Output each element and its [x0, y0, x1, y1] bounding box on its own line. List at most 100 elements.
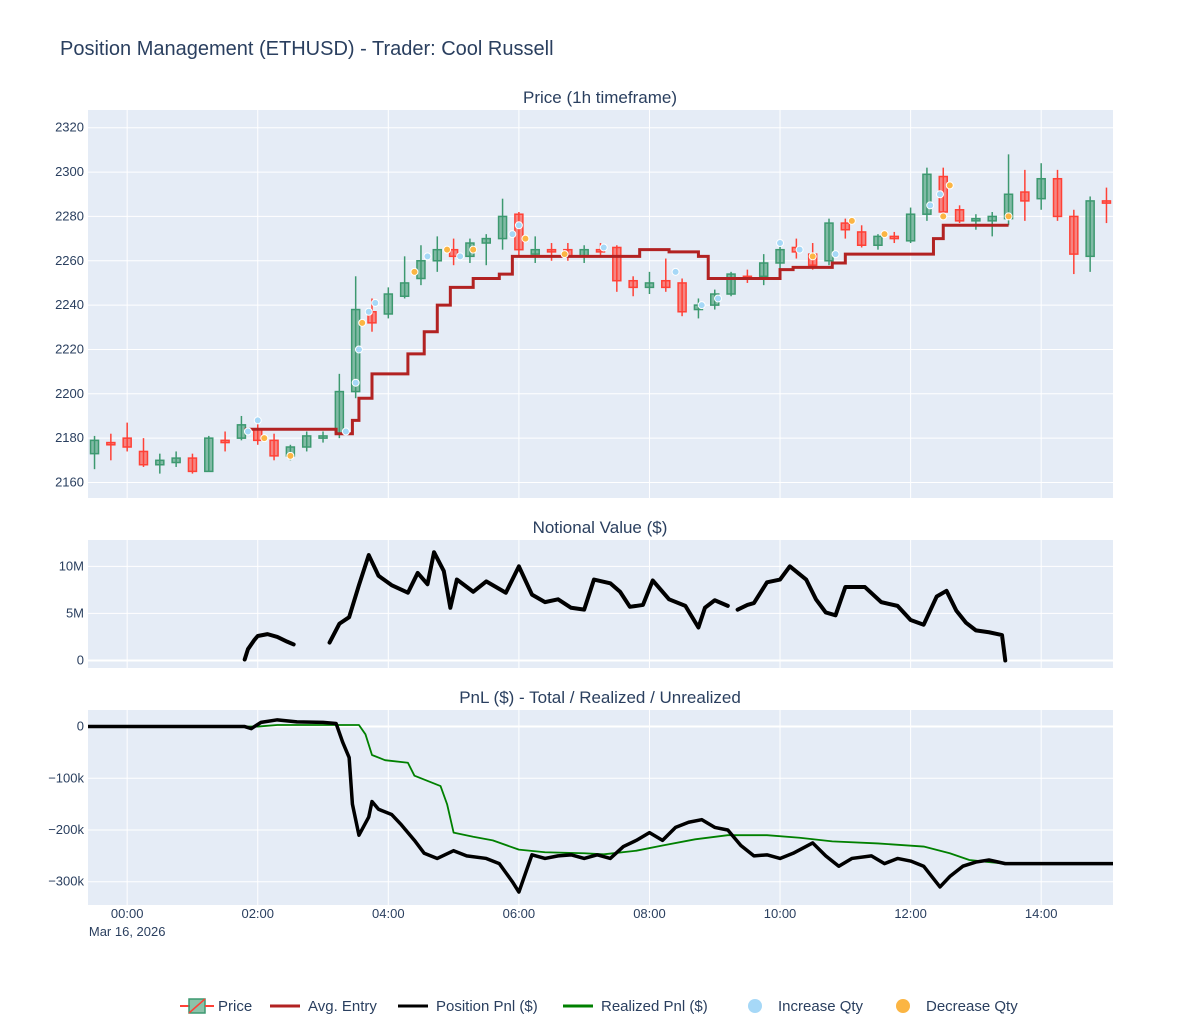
- price-panel-title: Price (1h timeframe): [523, 88, 677, 107]
- plot-area: [88, 540, 1113, 668]
- candle: [106, 433, 116, 461]
- decrease-qty-marker: [945, 181, 954, 190]
- candle-body: [546, 248, 557, 253]
- legend-item[interactable]: Avg. Entry: [270, 998, 377, 1015]
- y-tick-label: 5M: [66, 605, 84, 620]
- legend-item[interactable]: Price: [180, 998, 252, 1015]
- candle: [122, 422, 132, 452]
- legend-label: Increase Qty: [778, 998, 864, 1015]
- y-tick-label: 2180: [55, 430, 84, 445]
- y-tick-label: 0: [77, 652, 84, 667]
- increase-qty-marker: [714, 294, 723, 303]
- legend[interactable]: Price Avg. Entry Position Pnl ($) Realized …: [180, 998, 1018, 1015]
- candle: [628, 276, 638, 297]
- candle-body: [138, 450, 149, 466]
- candle-body: [922, 173, 932, 215]
- legend-label: Position Pnl ($): [436, 998, 538, 1015]
- decrease-qty-marker: [443, 245, 452, 254]
- candle-body: [383, 293, 394, 315]
- decrease-qty-marker: [939, 212, 948, 221]
- candle: [1101, 187, 1112, 224]
- notional-line: [327, 550, 730, 645]
- legend-item[interactable]: Position Pnl ($): [398, 998, 538, 1015]
- candle-body: [873, 235, 883, 246]
- candle-body: [497, 215, 508, 240]
- candle: [856, 225, 867, 248]
- candle-body: [677, 282, 687, 313]
- candlestick-icon: [180, 998, 214, 1014]
- x-date-label: Mar 16, 2026: [89, 924, 166, 939]
- increase-qty-marker: [514, 221, 523, 230]
- increase-qty-marker: [697, 301, 706, 310]
- candle-body: [1085, 200, 1095, 258]
- candle-body: [628, 279, 638, 289]
- candle-body: [1069, 215, 1079, 255]
- dot-icon: [896, 999, 910, 1013]
- candle-body: [481, 237, 491, 244]
- candle: [204, 435, 214, 473]
- candle: [399, 256, 410, 299]
- candle-body: [775, 248, 785, 264]
- realized-pnl-line: [88, 724, 1113, 865]
- pnl-panel-title: PnL ($) - Total / Realized / Unrealized: [459, 688, 741, 707]
- y-tick-label: −100k: [48, 770, 84, 785]
- y-tick-label: 2240: [55, 297, 84, 312]
- candle-body: [269, 439, 279, 457]
- decrease-qty-marker: [521, 234, 530, 243]
- x-tick-label: 00:00: [111, 906, 144, 921]
- candle: [1052, 169, 1063, 221]
- legend-label: Price: [218, 998, 252, 1015]
- candle-body: [1036, 177, 1046, 200]
- candle: [726, 271, 736, 297]
- candle-body: [318, 435, 328, 439]
- increase-qty-marker: [671, 267, 680, 276]
- candle-body: [416, 260, 426, 280]
- candle-body: [204, 437, 214, 473]
- y-tick-label: 2220: [55, 341, 84, 356]
- candle-body: [612, 246, 622, 282]
- legend-item[interactable]: Decrease Qty: [896, 998, 1018, 1015]
- candle: [1069, 209, 1079, 275]
- increase-qty-marker: [341, 427, 350, 436]
- plot-area: [88, 710, 1113, 905]
- legend-label: Avg. Entry: [308, 998, 377, 1015]
- candle-body: [824, 222, 834, 262]
- increase-qty-marker: [508, 230, 517, 239]
- candle: [922, 167, 932, 221]
- notional-panel: 0 5M 10M: [59, 540, 1113, 668]
- candle-body: [220, 439, 230, 444]
- legend-item[interactable]: Increase Qty: [748, 998, 864, 1015]
- candle-body: [106, 441, 116, 446]
- y-tick-label: −300k: [48, 874, 84, 889]
- candle-body: [122, 437, 132, 448]
- decrease-qty-marker: [286, 451, 295, 460]
- increase-qty-marker: [926, 201, 935, 210]
- decrease-qty-marker: [560, 250, 569, 259]
- y-tick-label: 10M: [59, 558, 84, 573]
- candle-body: [856, 231, 867, 246]
- candle-body: [155, 459, 165, 466]
- candle-body: [954, 209, 965, 222]
- dot-icon: [748, 999, 762, 1013]
- increase-qty-marker: [351, 378, 360, 387]
- candle: [187, 453, 198, 474]
- pnl-panel: −300k −200k −100k 0: [48, 710, 1113, 905]
- increase-qty-marker: [253, 416, 262, 425]
- legend-item[interactable]: Realized Pnl ($): [563, 998, 708, 1015]
- y-tick-label: 2160: [55, 474, 84, 489]
- candle-body: [530, 248, 540, 255]
- candle-body: [971, 217, 981, 222]
- legend-label: Decrease Qty: [926, 998, 1018, 1015]
- price-panel: 2160 2180 2200 2220 2240 2260 2280 2300 2320: [55, 110, 1113, 498]
- notional-line: [735, 564, 1008, 663]
- candle-body: [171, 457, 181, 464]
- candle: [889, 231, 900, 244]
- increase-qty-marker: [423, 252, 432, 261]
- increase-qty-marker: [354, 345, 363, 354]
- x-tick-label: 08:00: [633, 906, 666, 921]
- candle-body: [399, 282, 410, 297]
- decrease-qty-marker: [358, 318, 367, 327]
- increase-qty-marker: [935, 190, 944, 199]
- x-tick-label: 10:00: [764, 906, 797, 921]
- candle: [497, 198, 508, 250]
